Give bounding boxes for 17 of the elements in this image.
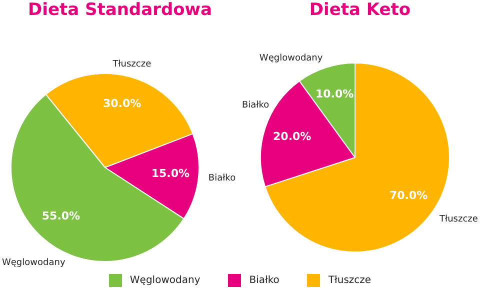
slice-label: Białko — [242, 100, 270, 111]
slice-label: Tłuszcze — [112, 59, 152, 70]
legend-label: Węglowodany — [130, 275, 200, 286]
chart-title: Dieta Keto — [308, 0, 412, 20]
slice-label: Węglowodany — [259, 53, 324, 64]
data-label: 20.0% — [273, 130, 312, 143]
data-label: 70.0% — [389, 189, 428, 202]
legend-label: Białko — [249, 275, 280, 286]
data-label: 10.0% — [315, 87, 354, 100]
data-label: 55.0% — [42, 209, 80, 222]
data-label: 30.0% — [102, 96, 142, 110]
legend-label: Tłuszcze — [328, 275, 372, 286]
slice-label: Tłuszcze — [438, 214, 478, 224]
chart-title: Dieta Standardowa — [27, 0, 213, 20]
slice-label: Węglowodany — [2, 258, 66, 268]
data-label: 15.0% — [151, 167, 190, 180]
slice-label: Białko — [208, 174, 236, 184]
